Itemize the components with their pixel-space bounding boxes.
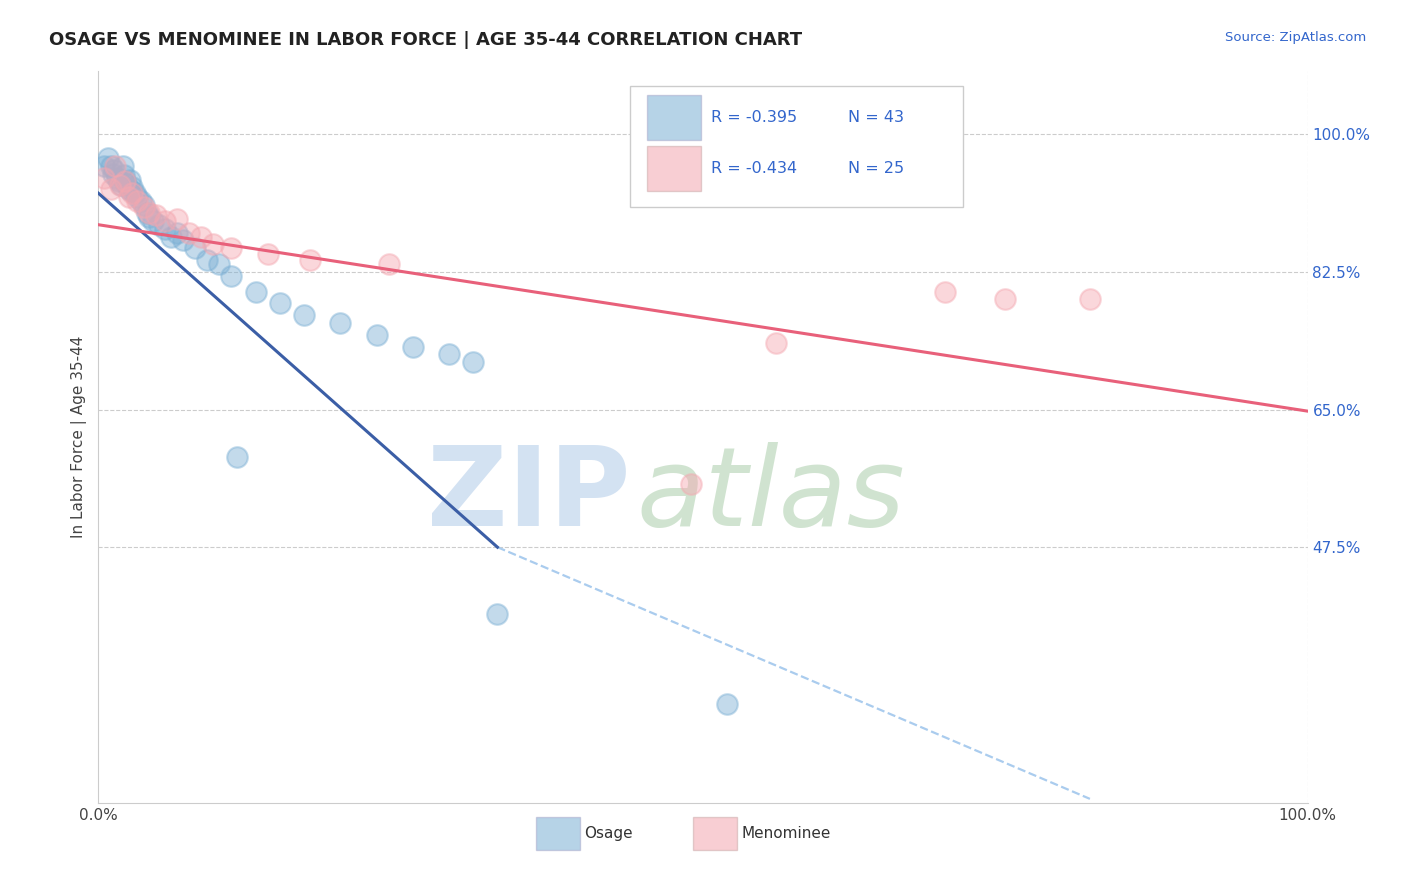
Point bbox=[195, 253, 218, 268]
Point bbox=[114, 174, 136, 188]
Point bbox=[934, 285, 956, 299]
Point bbox=[292, 308, 315, 322]
Point bbox=[108, 174, 131, 188]
Point bbox=[437, 347, 460, 361]
Text: N = 25: N = 25 bbox=[848, 161, 904, 176]
Point bbox=[118, 182, 141, 196]
Point bbox=[256, 247, 278, 261]
Point bbox=[202, 237, 225, 252]
Point bbox=[112, 168, 135, 182]
Point bbox=[153, 214, 176, 228]
Point bbox=[100, 182, 122, 196]
Text: Source: ZipAtlas.com: Source: ZipAtlas.com bbox=[1226, 31, 1367, 45]
Text: Menominee: Menominee bbox=[742, 826, 831, 841]
Point bbox=[103, 162, 125, 177]
Point bbox=[226, 450, 249, 464]
Text: atlas: atlas bbox=[637, 442, 905, 549]
Point bbox=[138, 210, 160, 224]
Point bbox=[121, 186, 143, 201]
Point bbox=[329, 316, 352, 330]
Point bbox=[118, 190, 141, 204]
Point bbox=[124, 186, 146, 201]
Text: N = 43: N = 43 bbox=[848, 110, 904, 125]
Text: R = -0.434: R = -0.434 bbox=[711, 161, 797, 176]
Point bbox=[110, 178, 132, 193]
Point bbox=[129, 194, 152, 208]
Point bbox=[716, 698, 738, 712]
Point bbox=[127, 194, 149, 208]
Point bbox=[121, 180, 143, 194]
Point bbox=[118, 173, 141, 187]
Point bbox=[184, 241, 207, 255]
Point bbox=[190, 229, 212, 244]
Text: R = -0.395: R = -0.395 bbox=[711, 110, 797, 125]
Point bbox=[269, 296, 291, 310]
Point bbox=[994, 293, 1017, 307]
Point bbox=[153, 221, 176, 235]
Point bbox=[111, 159, 134, 173]
Point bbox=[402, 340, 425, 354]
FancyBboxPatch shape bbox=[647, 95, 700, 140]
Text: Osage: Osage bbox=[585, 826, 633, 841]
Point bbox=[172, 234, 194, 248]
Point bbox=[679, 477, 702, 491]
Point bbox=[134, 200, 156, 214]
Point bbox=[97, 151, 120, 165]
Point bbox=[377, 257, 399, 271]
Point bbox=[1078, 293, 1101, 307]
Point bbox=[142, 214, 165, 228]
FancyBboxPatch shape bbox=[693, 817, 737, 850]
FancyBboxPatch shape bbox=[630, 86, 963, 207]
Point bbox=[765, 335, 787, 350]
Point bbox=[104, 159, 127, 173]
Point bbox=[463, 355, 485, 369]
Point bbox=[134, 198, 156, 212]
Point bbox=[208, 257, 231, 271]
Text: ZIP: ZIP bbox=[427, 442, 630, 549]
Text: OSAGE VS MENOMINEE IN LABOR FORCE | AGE 35-44 CORRELATION CHART: OSAGE VS MENOMINEE IN LABOR FORCE | AGE … bbox=[49, 31, 803, 49]
FancyBboxPatch shape bbox=[536, 817, 579, 850]
Point bbox=[145, 207, 167, 221]
Point bbox=[166, 226, 188, 240]
Point bbox=[93, 170, 115, 185]
Point bbox=[138, 206, 160, 220]
Point bbox=[93, 159, 115, 173]
Point bbox=[105, 170, 128, 185]
Point bbox=[221, 241, 243, 255]
Point bbox=[114, 174, 136, 188]
FancyBboxPatch shape bbox=[647, 146, 700, 191]
Point bbox=[115, 177, 138, 191]
Point bbox=[120, 184, 142, 198]
Point bbox=[179, 226, 201, 240]
Point bbox=[135, 206, 157, 220]
Point bbox=[486, 607, 509, 621]
Y-axis label: In Labor Force | Age 35-44: In Labor Force | Age 35-44 bbox=[72, 336, 87, 538]
Point bbox=[245, 285, 267, 299]
Point bbox=[166, 212, 188, 227]
Point bbox=[221, 268, 243, 283]
Point bbox=[108, 178, 131, 193]
Point bbox=[148, 218, 170, 232]
Point bbox=[366, 327, 388, 342]
Point bbox=[127, 190, 149, 204]
Point bbox=[160, 229, 183, 244]
Point bbox=[101, 167, 124, 181]
Point bbox=[100, 159, 122, 173]
Point bbox=[299, 253, 322, 268]
